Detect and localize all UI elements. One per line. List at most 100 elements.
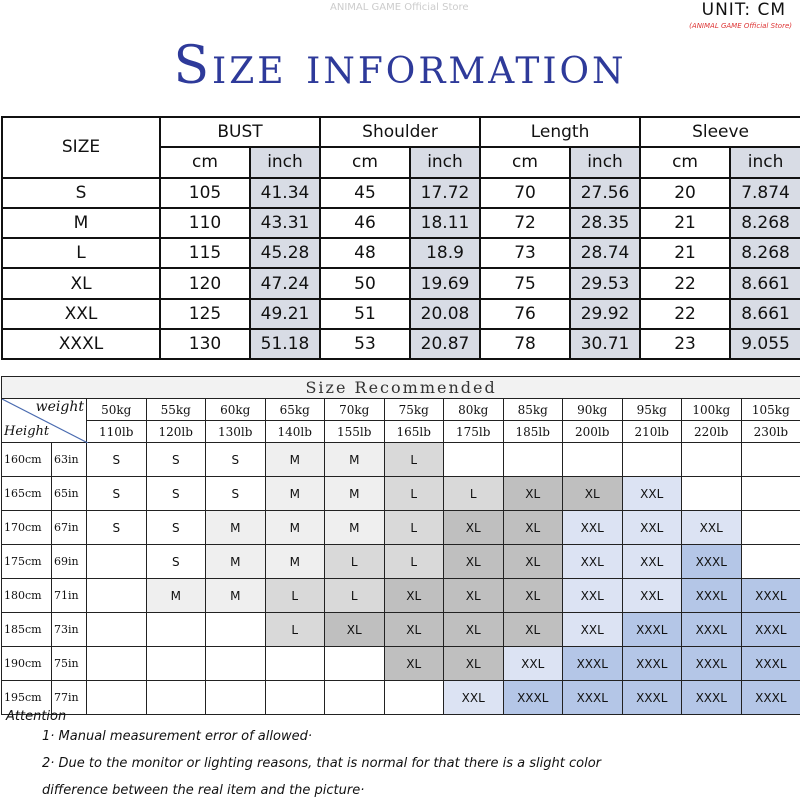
height-cm: 175cm <box>1 544 52 579</box>
table-row: 175cm 69in S M M L L XL XL XXL XXL XXXL <box>1 544 800 579</box>
table-row: 160cm 63in S S S M M L <box>1 442 800 477</box>
measure-cell: 17.72 <box>408 176 482 209</box>
height-cm: 165cm <box>1 476 52 511</box>
unit-label: UNIT: CM <box>701 0 786 20</box>
size-cell: M <box>324 476 385 511</box>
size-cell: XL <box>383 646 444 681</box>
size-cell: XXXL <box>562 646 623 681</box>
attention-heading: Attention <box>6 709 67 724</box>
size-cell <box>502 442 563 477</box>
size-cell: M <box>145 578 206 613</box>
weight-lb-header: 185lb <box>502 420 563 443</box>
size-cell <box>562 442 623 477</box>
measure-cell: 30.71 <box>569 328 642 361</box>
size-cell: XXXL <box>621 680 682 715</box>
size-cell: XXL <box>621 578 682 613</box>
watermark: ANIMAL GAME Official Store <box>330 2 469 13</box>
size-cell <box>205 680 266 715</box>
measure-cell: 125 <box>159 297 251 331</box>
size-cell <box>324 680 385 715</box>
height-in: 75in <box>51 646 87 681</box>
size-cell: XXL <box>562 578 623 613</box>
measure-cell: 20.08 <box>408 297 482 331</box>
size-cell <box>86 578 147 613</box>
height-label: Height <box>4 424 50 439</box>
height-in: 71in <box>51 578 87 613</box>
size-cell: XL <box>502 544 563 579</box>
measure-cell: 8.661 <box>729 297 800 331</box>
weight-lb-header: 130lb <box>205 420 266 443</box>
size-cell: S <box>145 510 206 545</box>
size-cell: XXL <box>562 612 623 647</box>
size-cell: M <box>205 578 266 613</box>
size-cell: XL <box>443 646 504 681</box>
weight-kg-header: 70kg <box>324 398 385 421</box>
size-cell: XXXL <box>502 680 563 715</box>
size-cell: XL <box>383 612 444 647</box>
measure-cell: 8.268 <box>729 237 800 270</box>
size-cell: XXXL <box>1 328 161 361</box>
size-cell: L <box>383 544 444 579</box>
table-row: 180cm 71in M M L L XL XL XL XXL XXL XXXL XXXL <box>1 578 800 613</box>
measure-cell: 75 <box>479 267 572 300</box>
height-cm: 190cm <box>1 646 52 681</box>
note-2: 2· Due to the monitor or lighting reason… <box>42 756 602 771</box>
measure-cell: 21 <box>639 237 732 270</box>
measure-cell: 105 <box>159 176 251 209</box>
measure-cell: 48 <box>319 237 411 270</box>
header-row: SIZE BUST Shoulder Length Sleeve <box>1 115 800 179</box>
weight-kg-header: 65kg <box>264 398 325 421</box>
measure-cell: 18.9 <box>408 237 482 270</box>
unit-inch: inch <box>729 146 800 179</box>
size-cell: XL <box>502 612 563 647</box>
measure-cell: 73 <box>479 237 572 270</box>
size-cell: XXL <box>621 476 682 511</box>
measure-cell: 20 <box>639 176 732 209</box>
size-cell <box>324 646 385 681</box>
size-cell <box>205 612 266 647</box>
size-cell <box>86 612 147 647</box>
measure-cell: 7.874 <box>729 176 800 209</box>
weight-kg-header: 80kg <box>443 398 504 421</box>
size-cell <box>740 544 800 579</box>
size-cell <box>383 680 444 715</box>
measure-cell: 130 <box>159 328 251 361</box>
size-cell: S <box>86 510 147 545</box>
size-recommended-table: Size Recommended weight Height 50kg 55kg 60kg… <box>0 376 800 715</box>
size-cell: XL <box>502 510 563 545</box>
measure-cell: 43.31 <box>249 206 321 240</box>
weight-lb-header: 210lb <box>621 420 682 443</box>
corner-header: weight Height <box>1 398 88 443</box>
size-cell: M <box>205 510 266 545</box>
table-row: XXXL 130 51.18 53 20.87 78 30.71 23 9.055 <box>1 328 800 361</box>
measure-cell: 8.268 <box>729 206 800 240</box>
table-row: 190cm 75in XL XL XXL XXXL XXXL XXXL XXXL <box>1 646 800 681</box>
measure-cell: 22 <box>639 267 732 300</box>
weight-lb-header: 175lb <box>443 420 504 443</box>
measure-cell: 21 <box>639 206 732 240</box>
size-cell: XXL <box>621 544 682 579</box>
weight-kg-header: 105kg <box>740 398 800 421</box>
measure-cell: 23 <box>639 328 732 361</box>
size-cell <box>145 680 206 715</box>
weight-kg-header: 85kg <box>502 398 563 421</box>
size-cell: XXXL <box>740 646 800 681</box>
weight-lb-header: 165lb <box>383 420 444 443</box>
size-cell <box>740 476 800 511</box>
measure-cell: 29.53 <box>569 267 642 300</box>
size-cell: S <box>1 176 161 209</box>
weight-kg-header: 95kg <box>621 398 682 421</box>
weight-kg-header: 55kg <box>145 398 206 421</box>
size-cell: L <box>383 476 444 511</box>
measure-cell: 45.28 <box>249 237 321 270</box>
measure-cell: 8.661 <box>729 267 800 300</box>
size-cell: L <box>324 578 385 613</box>
size-cell: XXL <box>562 510 623 545</box>
measure-cell: 78 <box>479 328 572 361</box>
unit-inch: inch <box>408 146 482 179</box>
size-cell: S <box>205 442 266 477</box>
unit-inch: inch <box>569 146 642 179</box>
weight-kg-header: 50kg <box>86 398 147 421</box>
height-in: 77in <box>51 680 87 715</box>
weight-lb-header: 200lb <box>562 420 623 443</box>
